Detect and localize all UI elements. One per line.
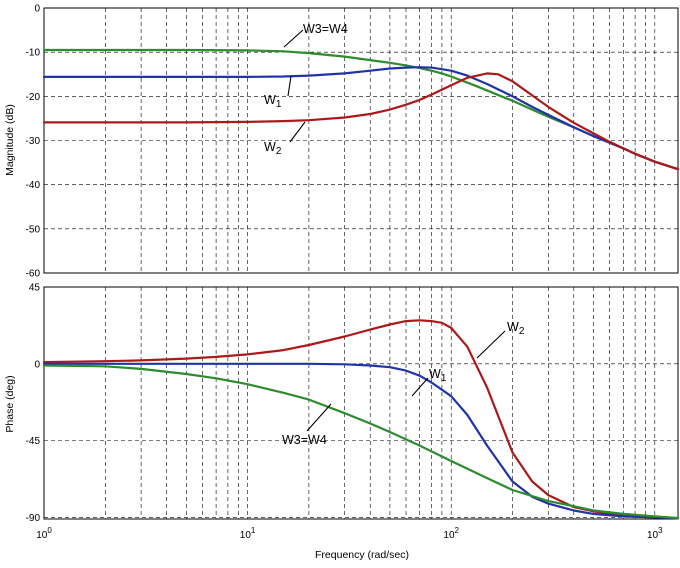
- annotation-label-w1: W1: [264, 93, 282, 110]
- annotation-text: W: [264, 93, 276, 107]
- annotation-text: W: [429, 367, 441, 381]
- annotation-mag-w2: W2: [264, 121, 306, 157]
- annotation-ph-w1: W1: [411, 367, 447, 397]
- magnitude-y-tick-label: -30: [26, 136, 41, 147]
- phase-plot-frame: [43, 286, 679, 520]
- phase-y-tick-label: 0: [34, 359, 40, 370]
- annotation-subscript: 2: [519, 326, 525, 337]
- annotation-mag-w3w4: W3=W4: [283, 22, 348, 48]
- magnitude-y-tick-label: -40: [26, 180, 41, 191]
- phase-series-w1: [42, 362, 680, 520]
- phase-y-tick-label: -90: [26, 513, 41, 524]
- annotation-leader: [289, 121, 306, 143]
- phase-y-ticks: -90 -45 0 45: [26, 283, 41, 524]
- annotation-label-w2: W2: [264, 140, 282, 157]
- frequency-x-tick-label: 103: [647, 526, 663, 541]
- annotation-ph-w3w4: W3=W4: [282, 403, 332, 447]
- magnitude-y-axis-label: Magnitude (dB): [4, 104, 16, 176]
- magnitude-grid: [44, 8, 678, 273]
- x-tick-base: 10: [443, 530, 455, 541]
- annotation-leader: [283, 29, 304, 48]
- annotation-ph-w2: W2: [476, 320, 525, 359]
- x-tick-exponent: 1: [251, 526, 256, 535]
- x-tick-exponent: 0: [47, 526, 52, 535]
- frequency-x-axis-label: Frequency (rad/sec): [315, 549, 409, 561]
- annotation-label-w3w4: W3=W4: [282, 433, 327, 447]
- annotation-leader: [411, 377, 429, 397]
- phase-y-tick-label: 45: [29, 283, 41, 294]
- x-tick-base: 10: [36, 530, 48, 541]
- magnitude-panel: -60 -50 -40 -30 -20 -10 0 Magnitude (dB): [4, 4, 680, 280]
- annotation-text: W: [507, 320, 519, 334]
- annotation-subscript: 1: [276, 99, 282, 110]
- annotation-label-w3w4: W3=W4: [303, 22, 348, 36]
- frequency-x-tick-label: 100: [36, 526, 52, 541]
- annotation-text: W3=W4: [303, 22, 348, 36]
- phase-series-w3-w4: [42, 364, 680, 520]
- annotation-subscript: 2: [276, 146, 282, 157]
- magnitude-y-tick-label: -20: [26, 92, 41, 103]
- magnitude-y-tick-label: -10: [26, 48, 41, 59]
- annotation-label-w1: W1: [429, 367, 447, 384]
- annotation-subscript: 1: [441, 373, 447, 384]
- annotation-leader: [287, 75, 292, 97]
- x-tick-base: 10: [240, 530, 252, 541]
- phase-y-axis-label: Phase (deg): [4, 375, 16, 432]
- annotation-leader: [476, 330, 506, 359]
- magnitude-series-w2: [42, 72, 680, 171]
- annotation-leader: [306, 403, 332, 432]
- x-tick-base: 10: [647, 530, 659, 541]
- x-tick-exponent: 2: [455, 526, 460, 535]
- annotation-text: W3=W4: [282, 433, 327, 447]
- annotation-mag-w1: W1: [264, 75, 292, 110]
- magnitude-y-tick-label: -50: [26, 224, 41, 235]
- magnitude-curves: [42, 48, 680, 171]
- x-tick-exponent: 3: [658, 526, 663, 535]
- magnitude-y-tick-label: 0: [34, 4, 40, 15]
- frequency-x-ticks: 100 101 102 103: [36, 526, 663, 541]
- phase-curves: [42, 319, 680, 520]
- annotation-text: W: [264, 140, 276, 154]
- frequency-x-tick-label: 101: [240, 526, 256, 541]
- frequency-x-tick-label: 102: [443, 526, 459, 541]
- magnitude-y-ticks: -60 -50 -40 -30 -20 -10 0: [26, 4, 41, 280]
- phase-y-tick-label: -45: [26, 436, 41, 447]
- magnitude-y-tick-label: -60: [26, 269, 41, 280]
- annotation-label-w2: W2: [507, 320, 525, 337]
